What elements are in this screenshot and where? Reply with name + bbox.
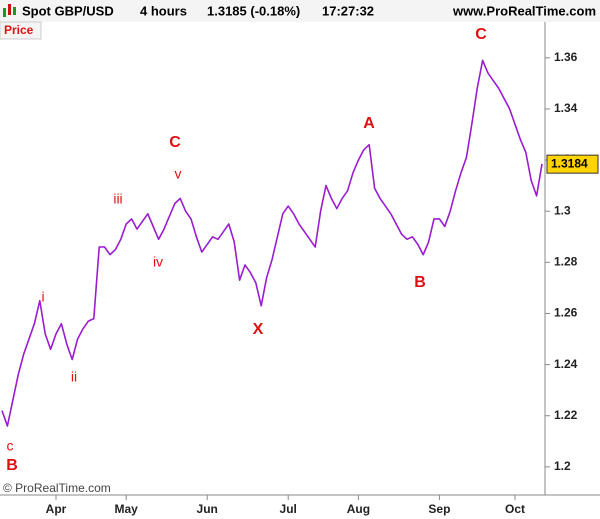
quote: 1.3185 (-0.18%): [207, 3, 300, 18]
wave-label: i: [41, 289, 44, 305]
x-tick-label: Jul: [280, 502, 297, 516]
x-tick-label: May: [115, 502, 139, 516]
y-tick-label: 1.36: [554, 50, 578, 64]
panel-label-box: [0, 21, 42, 40]
x-tick-label: Sep: [428, 502, 450, 516]
y-tick-label: 1.3: [554, 203, 571, 217]
y-tick-label: 1.24: [554, 357, 578, 371]
wave-label: v: [175, 166, 182, 182]
time: 17:27:32: [322, 3, 374, 18]
wave-label: B: [6, 457, 18, 474]
x-tick-label: Aug: [347, 502, 370, 516]
wave-label: C: [169, 134, 181, 151]
wave-label: X: [253, 321, 264, 338]
wave-label: c: [7, 438, 14, 454]
last-price-label: 1.3184: [551, 156, 588, 170]
wave-label: ii: [71, 369, 77, 385]
copyright: © ProRealTime.com: [3, 481, 111, 495]
y-tick-label: 1.28: [554, 255, 578, 269]
instrument: Spot GBP/USD: [22, 3, 114, 18]
wave-label: A: [363, 115, 375, 132]
logo-icon: [3, 4, 16, 17]
price-line: [1, 59, 543, 427]
y-tick-label: 1.34: [554, 101, 578, 115]
wave-label: iii: [113, 191, 122, 207]
timeframe: 4 hours: [140, 3, 187, 18]
x-tick-label: Oct: [505, 502, 525, 516]
x-tick-label: Jun: [197, 502, 218, 516]
x-tick-label: Apr: [46, 502, 67, 516]
y-tick-label: 1.22: [554, 408, 578, 422]
y-tick-label: 1.26: [554, 306, 578, 320]
y-tick-label: 1.2: [554, 459, 571, 473]
header-bar: [0, 0, 600, 22]
wave-label: C: [475, 26, 487, 43]
site: www.ProRealTime.com: [452, 3, 596, 18]
wave-label: B: [414, 274, 426, 291]
panel-label: Price: [4, 23, 34, 37]
wave-label: iv: [153, 254, 163, 270]
last-price-box: [546, 154, 599, 174]
